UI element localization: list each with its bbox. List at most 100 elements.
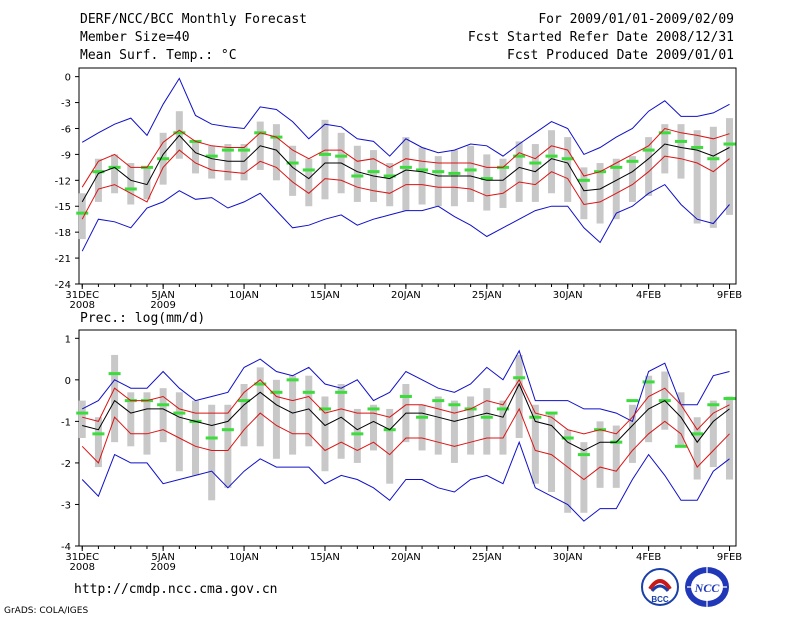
temperature-spread-box xyxy=(677,124,685,179)
temperature-median-mark xyxy=(157,157,170,161)
precipitation-median-mark xyxy=(691,432,704,436)
temperature-y-tick-label: -18 xyxy=(55,228,71,239)
precipitation-x-tick-label: 20JAN xyxy=(391,552,421,563)
precipitation-y-tick-label: -3 xyxy=(61,500,71,511)
precipitation-median-mark xyxy=(76,411,89,415)
precipitation-median-mark xyxy=(723,397,736,401)
variable-label: Mean Surf. Temp.: °C xyxy=(80,48,237,63)
temperature-spread-box xyxy=(192,141,200,174)
forecast-started-date: Fcst Started Refer Date 2008/12/31 xyxy=(467,30,734,45)
precipitation-spread-box xyxy=(94,417,102,468)
temperature-median-mark xyxy=(642,148,655,152)
precipitation-median-mark xyxy=(707,403,720,407)
precipitation-x-tick-year: 2008 xyxy=(70,562,95,573)
precipitation-spread-box xyxy=(337,384,345,459)
temperature-median-mark xyxy=(335,154,348,158)
precipitation-spread-box xyxy=(726,396,734,480)
precipitation-median-mark xyxy=(108,372,121,376)
precipitation-spread-box xyxy=(192,400,200,476)
temperature-median-mark xyxy=(286,161,299,165)
temperature-y-tick-label: -3 xyxy=(61,99,71,110)
temperature-spread-box xyxy=(127,163,135,205)
precipitation-median-mark xyxy=(351,432,364,436)
temperature-spread-box xyxy=(499,158,507,208)
precipitation-spread-box xyxy=(240,384,248,447)
source-url[interactable]: http://cmdp.ncc.cma.gov.cn xyxy=(74,582,278,597)
temperature-median-mark xyxy=(691,145,704,149)
temperature-x-tick-label: 25JAN xyxy=(472,290,502,301)
temperature-spread-box xyxy=(548,130,556,194)
temperature-y-tick-label: -15 xyxy=(55,202,71,213)
temperature-plot-frame xyxy=(78,67,737,285)
temperature-spread-box xyxy=(353,145,361,202)
precipitation-median-mark xyxy=(448,403,461,407)
precipitation-spread-box xyxy=(450,400,458,463)
temperature-spread-box xyxy=(580,167,588,220)
temperature-median-mark xyxy=(76,211,89,215)
precipitation-spread-box xyxy=(224,404,232,488)
temperature-median-mark xyxy=(302,168,315,172)
precipitation-median-mark xyxy=(416,415,429,419)
temperature-y-tick-label: -6 xyxy=(61,124,71,135)
temperature-y-tick-label: 0 xyxy=(65,73,71,84)
precipitation-median-mark xyxy=(674,444,687,448)
precipitation-x-tick-label: 30JAN xyxy=(553,552,583,563)
temperature-spread-box xyxy=(515,141,523,202)
precipitation-x-tick-label: 4FEB xyxy=(636,552,661,563)
temperature-spread-box xyxy=(272,124,280,181)
precipitation-median-mark xyxy=(480,415,493,419)
temperature-median-mark xyxy=(383,174,396,178)
temperature-median-mark xyxy=(173,131,186,135)
precipitation-spread-box xyxy=(499,400,507,455)
temperature-median-mark xyxy=(577,178,590,182)
temperature-spread-box xyxy=(531,144,539,202)
temperature-max-line xyxy=(81,77,730,157)
precipitation-median-mark xyxy=(205,436,218,440)
temperature-mean-line xyxy=(81,134,730,203)
precipitation-median-mark xyxy=(173,411,186,415)
temperature-x-tick-label: 31DEC xyxy=(65,290,99,301)
temperature-median-mark xyxy=(529,161,542,165)
temperature-spread-box xyxy=(418,147,426,205)
precipitation-median-mark xyxy=(318,407,331,411)
temperature-median-mark xyxy=(351,174,364,178)
precipitation-median-mark xyxy=(626,399,639,403)
precip-variable-label: Prec.: log(mm/d) xyxy=(80,311,206,326)
precipitation-median-mark xyxy=(286,378,299,382)
temperature-spread-box xyxy=(208,145,216,179)
precipitation-spread-box xyxy=(305,375,313,447)
temperature-x-tick-year: 2008 xyxy=(70,300,95,311)
ncc-logo-text: NCC xyxy=(694,581,721,595)
temperature-spread-box xyxy=(224,144,232,181)
precipitation-spread-box xyxy=(515,354,523,438)
precipitation-median-mark xyxy=(529,415,542,419)
temperature-x-tick-label: 15JAN xyxy=(310,290,340,301)
precipitation-median-mark xyxy=(92,432,105,436)
temperature-lower-line xyxy=(81,149,730,220)
precipitation-spread-box xyxy=(78,400,86,438)
temperature-spread-box xyxy=(289,145,297,196)
forecast-produced-date: Fcst Produced Date 2009/01/01 xyxy=(507,48,734,63)
precipitation-spread-box xyxy=(709,400,717,468)
precipitation-spread-box xyxy=(548,413,556,492)
temperature-x-tick-year: 2009 xyxy=(150,300,175,311)
temperature-spread-box xyxy=(240,144,248,181)
precipitation-spread-box xyxy=(531,404,539,484)
temperature-y-tick-label: -24 xyxy=(55,280,71,291)
temperature-spread-box xyxy=(321,119,329,200)
precipitation-spread-box xyxy=(321,396,329,472)
temperature-spread-box xyxy=(78,193,86,240)
temperature-median-mark xyxy=(610,165,623,169)
precipitation-spread-box xyxy=(483,388,491,455)
temperature-median-mark xyxy=(545,154,558,158)
precipitation-spread-box xyxy=(208,404,216,501)
precipitation-median-mark xyxy=(157,403,170,407)
temperature-median-mark xyxy=(124,187,137,191)
precipitation-median-mark xyxy=(432,399,445,403)
temperature-median-mark xyxy=(367,170,380,174)
precipitation-x-tick-label: 5JAN xyxy=(151,552,174,563)
precipitation-spread-box xyxy=(677,392,685,447)
precipitation-median-mark xyxy=(335,390,348,394)
precipitation-upper-line xyxy=(82,378,730,435)
precipitation-spread-box xyxy=(127,392,135,447)
